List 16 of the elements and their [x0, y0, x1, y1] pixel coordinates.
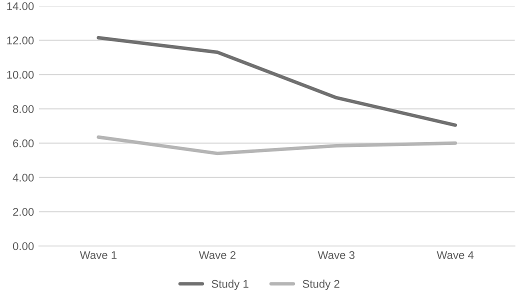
legend-label: Study 2 — [302, 280, 340, 290]
y-tick-label: 6.00 — [13, 139, 34, 148]
y-tick-label: 14.00 — [7, 2, 34, 10]
y-tick-label: 12.00 — [7, 36, 34, 44]
y-tick-label: 8.00 — [13, 105, 34, 113]
x-tick-label: Wave 2 — [198, 251, 236, 260]
y-tick-label: 10.00 — [7, 70, 34, 79]
y-tick-label: 4.00 — [12, 174, 34, 182]
x-tick-label: Wave 1 — [80, 251, 117, 260]
x-tick-label: Wave 4 — [436, 251, 474, 260]
line-series — [96, 36, 458, 127]
x-tick-label: Wave 3 — [318, 251, 355, 260]
y-tick-label: 0.00 — [12, 242, 34, 250]
y-tick-label: 2.00 — [13, 208, 34, 216]
legend-label: Study 1 — [212, 280, 248, 290]
line-series — [96, 135, 458, 156]
